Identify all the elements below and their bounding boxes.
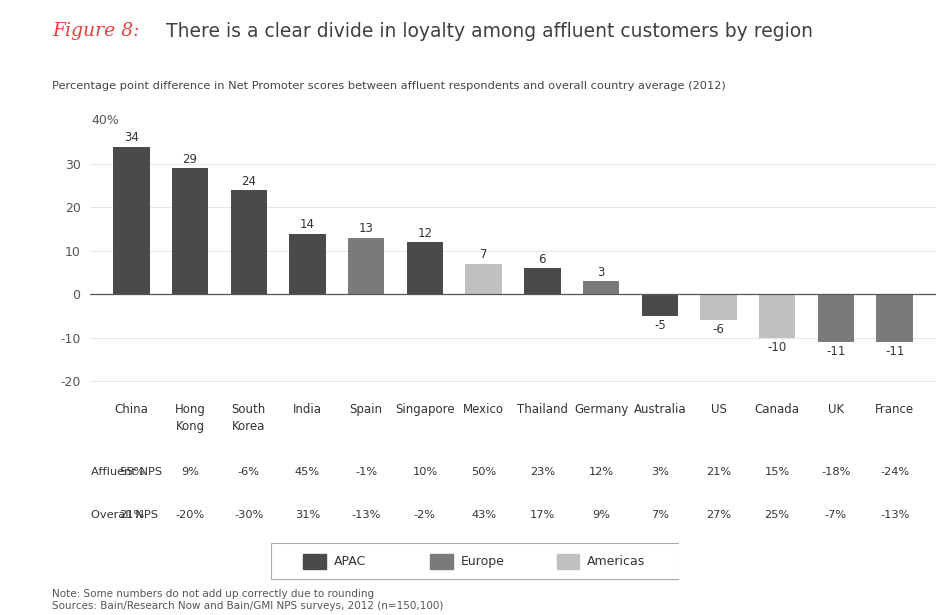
Text: Overall NPS: Overall NPS (91, 510, 159, 520)
Text: -5: -5 (654, 319, 666, 332)
Text: -24%: -24% (880, 467, 909, 477)
Text: Mexico: Mexico (464, 403, 504, 416)
Text: 7%: 7% (651, 510, 669, 520)
Text: Spain: Spain (350, 403, 383, 416)
Text: -20%: -20% (176, 510, 204, 520)
Text: 50%: 50% (471, 467, 496, 477)
Text: India: India (293, 403, 322, 416)
Text: France: France (875, 403, 914, 416)
Text: -11: -11 (826, 345, 846, 358)
Text: 3: 3 (598, 266, 605, 279)
Bar (172, 169, 208, 295)
Text: -6: -6 (712, 323, 725, 336)
Text: 13: 13 (359, 222, 373, 236)
Text: 21%: 21% (706, 467, 732, 477)
Text: 25%: 25% (765, 510, 789, 520)
Text: -13%: -13% (352, 510, 381, 520)
Text: 9%: 9% (592, 510, 610, 520)
Bar (113, 147, 149, 295)
Text: 27%: 27% (706, 510, 732, 520)
Text: 14: 14 (300, 218, 315, 231)
Text: Europe: Europe (461, 555, 504, 568)
Text: -6%: -6% (238, 467, 259, 477)
Text: Hong
Kong: Hong Kong (175, 403, 205, 433)
Text: 10%: 10% (412, 467, 438, 477)
Text: -13%: -13% (880, 510, 909, 520)
Bar (583, 281, 619, 295)
Text: -30%: -30% (234, 510, 263, 520)
FancyBboxPatch shape (271, 543, 679, 579)
Bar (524, 268, 560, 295)
Text: 6: 6 (539, 253, 546, 266)
Text: Percentage point difference in Net Promoter scores between affluent respondents : Percentage point difference in Net Promo… (52, 81, 726, 91)
Text: 40%: 40% (91, 114, 120, 127)
Text: There is a clear divide in loyalty among affluent customers by region: There is a clear divide in loyalty among… (160, 22, 812, 41)
Bar (641, 295, 678, 316)
Bar (877, 295, 913, 342)
Text: APAC: APAC (334, 555, 367, 568)
Text: Singapore: Singapore (395, 403, 455, 416)
Text: China: China (114, 403, 148, 416)
Bar (231, 190, 267, 295)
Text: Affluent NPS: Affluent NPS (91, 467, 162, 477)
Text: 9%: 9% (181, 467, 200, 477)
Text: 43%: 43% (471, 510, 496, 520)
Text: Thailand: Thailand (517, 403, 568, 416)
Text: 12%: 12% (588, 467, 614, 477)
Text: South
Korea: South Korea (232, 403, 266, 433)
Text: 24: 24 (241, 175, 256, 188)
Text: -10: -10 (768, 341, 787, 354)
Text: -1%: -1% (355, 467, 377, 477)
Text: 7: 7 (480, 248, 487, 261)
Text: -18%: -18% (821, 467, 850, 477)
Text: -7%: -7% (825, 510, 847, 520)
Bar (818, 295, 854, 342)
Text: Figure 8:: Figure 8: (52, 22, 140, 39)
Text: Germany: Germany (574, 403, 628, 416)
Bar (557, 554, 580, 569)
Text: Note: Some numbers do not add up correctly due to rounding: Note: Some numbers do not add up correct… (52, 589, 374, 599)
Bar (700, 295, 736, 320)
Text: -2%: -2% (414, 510, 436, 520)
Text: Sources: Bain/Research Now and Bain/GMI NPS surveys, 2012 (n=150,100): Sources: Bain/Research Now and Bain/GMI … (52, 601, 444, 611)
Bar (466, 264, 502, 295)
Text: Australia: Australia (634, 403, 686, 416)
Bar (303, 554, 326, 569)
Text: 34: 34 (124, 131, 139, 144)
Text: -11: -11 (885, 345, 904, 358)
Bar (759, 295, 795, 338)
Text: 29: 29 (182, 153, 198, 166)
Bar (407, 242, 443, 295)
Text: 15%: 15% (765, 467, 789, 477)
Text: 17%: 17% (530, 510, 555, 520)
Text: 31%: 31% (294, 510, 320, 520)
Text: UK: UK (827, 403, 844, 416)
Text: US: US (711, 403, 727, 416)
Text: 21%: 21% (119, 510, 143, 520)
Text: 23%: 23% (530, 467, 555, 477)
Text: Americas: Americas (587, 555, 646, 568)
Text: 45%: 45% (294, 467, 320, 477)
Bar (290, 234, 326, 295)
Text: 3%: 3% (651, 467, 669, 477)
Text: 12: 12 (417, 226, 432, 240)
Bar (430, 554, 452, 569)
Text: Canada: Canada (754, 403, 800, 416)
Text: 55%: 55% (119, 467, 144, 477)
Bar (348, 238, 385, 295)
